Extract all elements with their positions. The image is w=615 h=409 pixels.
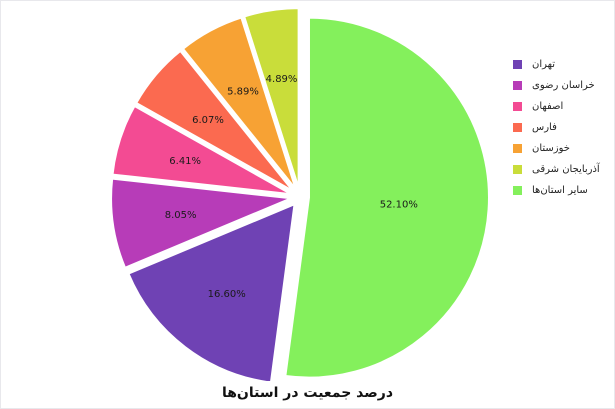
slice-data-label-2: 16.60% [208,289,246,300]
legend-label: خوزستان [532,143,570,154]
slice-data-label-5: 6.07% [192,115,224,126]
legend-label: سایر استان‌ها [532,185,588,196]
chart-title: درصد جمعیت در استان‌ها [221,385,394,401]
slice-data-label-7: 4.89% [266,74,298,85]
pie-slice-2 [127,202,296,381]
legend-item-4: فارس [513,118,600,137]
legend-item-5: خوزستان [513,139,600,158]
slice-data-label-3: 8.05% [165,210,197,221]
legend-swatch [513,186,522,195]
legend-swatch [513,102,522,111]
legend-label: فارس [532,122,557,133]
legend-label: خراسان رضوی [532,80,595,91]
legend-swatch [513,144,522,153]
pie-slice-7 [242,7,300,189]
legend-item-1: تهران [513,55,600,74]
pie-slice-3 [110,177,296,270]
legend-label: آذربایجان شرقی [532,164,600,175]
legend-label: تهران [532,59,556,70]
legend-label: اصفهان [532,101,564,112]
legend-swatch [513,81,522,90]
legend-item-3: اصفهان [513,97,600,116]
pie-chart: 52.10% 16.60% 8.05% 6.41% 6.07% 5.89% 4.89% [110,7,490,381]
slice-data-label-6: 5.89% [227,87,259,98]
pie-slice-6 [181,16,297,190]
pie-slice-5 [134,49,294,193]
pie-slice-4 [111,104,292,196]
legend-swatch [513,60,522,69]
legend-item-6: آذربایجان شرقی [513,160,600,179]
legend: تهران خراسان رضوی اصفهان فارس خوزستان آذربایج… [513,55,600,200]
slice-data-label-1: 52.10% [380,200,418,211]
legend-swatch [513,123,522,132]
pie-center [291,188,309,206]
slice-data-label-4: 6.41% [169,156,201,167]
legend-swatch [513,165,522,174]
legend-item-7: سایر استان‌ها [513,181,600,200]
legend-item-2: خراسان رضوی [513,76,600,95]
pie-slice-1 [284,16,490,379]
